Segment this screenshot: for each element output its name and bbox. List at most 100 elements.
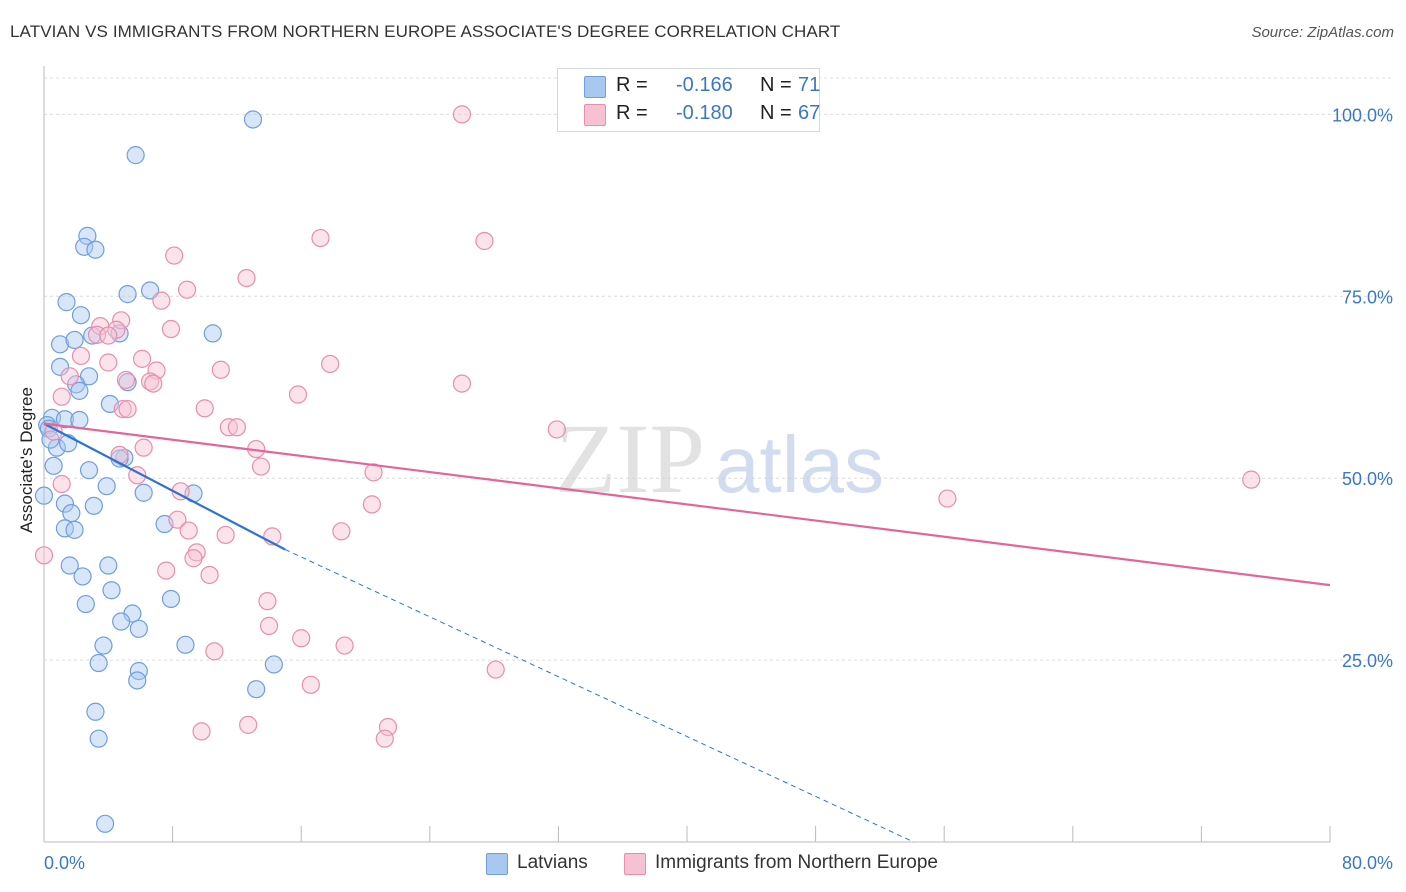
point-immigrants-15 <box>132 349 152 368</box>
point-latvians-32 <box>34 486 54 505</box>
data-points <box>34 105 1261 833</box>
point-latvians-0 <box>243 110 263 129</box>
point-immigrants-7 <box>112 311 131 330</box>
point-latvians-56 <box>128 671 147 690</box>
chart-title: LATVIAN VS IMMIGRANTS FROM NORTHERN EURO… <box>10 22 841 41</box>
point-latvians-28 <box>44 456 63 475</box>
x-tick-label-right: 80.0% <box>1342 853 1393 873</box>
stats-r-value: -0.166 <box>676 74 733 96</box>
point-latvians-1 <box>126 146 145 165</box>
point-latvians-53 <box>89 653 108 673</box>
point-latvians-39 <box>55 519 74 538</box>
point-latvians-33 <box>97 477 116 496</box>
point-latvians-44 <box>73 567 92 586</box>
legend-label-immigrants: Immigrants from Northern Europe <box>655 852 938 873</box>
point-latvians-46 <box>161 589 181 609</box>
point-latvians-52 <box>94 636 113 655</box>
point-immigrants-39 <box>1242 470 1261 489</box>
legend-swatch-immigrants <box>624 853 646 875</box>
point-immigrants-27 <box>118 399 137 419</box>
point-latvians-13 <box>203 324 222 343</box>
point-immigrants-28 <box>195 399 214 418</box>
point-immigrants-55 <box>259 616 279 635</box>
point-latvians-42 <box>60 556 79 575</box>
point-latvians-54 <box>129 661 148 681</box>
gridlines <box>44 77 1392 661</box>
point-latvians-3 <box>75 237 94 256</box>
point-latvians-57 <box>247 680 266 699</box>
point-immigrants-50 <box>34 546 54 565</box>
point-latvians-34 <box>134 483 153 502</box>
point-latvians-51 <box>176 635 195 654</box>
point-immigrants-25 <box>52 387 71 406</box>
stats-n-value: 71 <box>798 74 821 96</box>
point-latvians-30 <box>79 461 99 480</box>
trend-line-latvians-extension <box>284 549 914 843</box>
point-latvians-36 <box>55 494 74 513</box>
point-latvians-11 <box>65 330 84 350</box>
point-immigrants-5 <box>177 280 197 299</box>
stats-swatch-latvians <box>584 76 606 98</box>
point-immigrants-33 <box>134 438 153 457</box>
point-latvians-45 <box>102 581 121 600</box>
point-immigrants-20 <box>116 370 136 390</box>
point-immigrants-16 <box>60 367 79 386</box>
point-latvians-37 <box>84 496 103 515</box>
point-immigrants-54 <box>258 592 277 611</box>
y-tick-label: 50.0% <box>1342 469 1393 489</box>
stats-n-label: N = <box>760 102 792 124</box>
point-immigrants-23 <box>452 374 472 393</box>
x-tick-label-left: 0.0% <box>44 853 85 873</box>
point-latvians-38 <box>62 504 81 523</box>
point-immigrants-40 <box>52 474 71 494</box>
point-immigrants-59 <box>486 660 505 679</box>
stats-n-label: N = <box>760 74 792 96</box>
point-immigrants-2 <box>475 231 494 251</box>
point-immigrants-24 <box>288 385 308 404</box>
point-immigrants-6 <box>152 291 171 310</box>
point-latvians-60 <box>95 814 115 833</box>
point-immigrants-42 <box>938 489 957 508</box>
stats-swatch-immigrants <box>584 104 606 126</box>
point-latvians-47 <box>76 594 95 614</box>
trend-line-latvians <box>43 422 286 551</box>
point-immigrants-19 <box>321 354 340 374</box>
point-immigrants-14 <box>99 353 118 372</box>
point-immigrants-57 <box>335 636 354 655</box>
stats-r-value: -0.180 <box>676 102 733 124</box>
point-immigrants-60 <box>301 675 320 694</box>
point-immigrants-18 <box>211 360 230 379</box>
point-immigrants-61 <box>239 715 258 734</box>
y-axis-label: Associate's Degree <box>17 387 36 533</box>
point-latvians-2 <box>78 226 97 245</box>
y-tick-label: 75.0% <box>1342 287 1393 307</box>
point-latvians-8 <box>71 306 91 325</box>
point-latvians-7 <box>118 285 137 304</box>
chart-source: Source: ZipAtlas.com <box>1251 24 1394 41</box>
point-immigrants-31 <box>547 420 566 439</box>
point-immigrants-12 <box>99 326 118 345</box>
watermark-atlas: atlas <box>715 420 884 509</box>
watermark-zip: ZIP <box>555 403 705 514</box>
point-latvians-9 <box>50 335 70 354</box>
point-immigrants-21 <box>140 372 160 391</box>
point-latvians-40 <box>65 520 84 539</box>
point-immigrants-22 <box>144 374 163 393</box>
point-immigrants-4 <box>237 268 256 288</box>
watermark: ZIP atlas <box>555 403 884 514</box>
point-immigrants-56 <box>292 629 311 648</box>
legend-swatch-latvians <box>486 853 508 875</box>
point-immigrants-26 <box>113 399 132 419</box>
point-latvians-55 <box>264 655 283 674</box>
point-latvians-50 <box>129 619 148 638</box>
trend-line-immigrants <box>43 422 1331 587</box>
point-immigrants-0 <box>452 105 472 124</box>
axes <box>43 66 1331 843</box>
point-immigrants-43 <box>362 495 382 514</box>
point-immigrants-10 <box>161 319 181 339</box>
point-immigrants-51 <box>184 549 203 568</box>
stats-n-value: 67 <box>798 102 821 124</box>
point-latvians-4 <box>86 240 105 259</box>
point-immigrants-64 <box>375 729 394 748</box>
